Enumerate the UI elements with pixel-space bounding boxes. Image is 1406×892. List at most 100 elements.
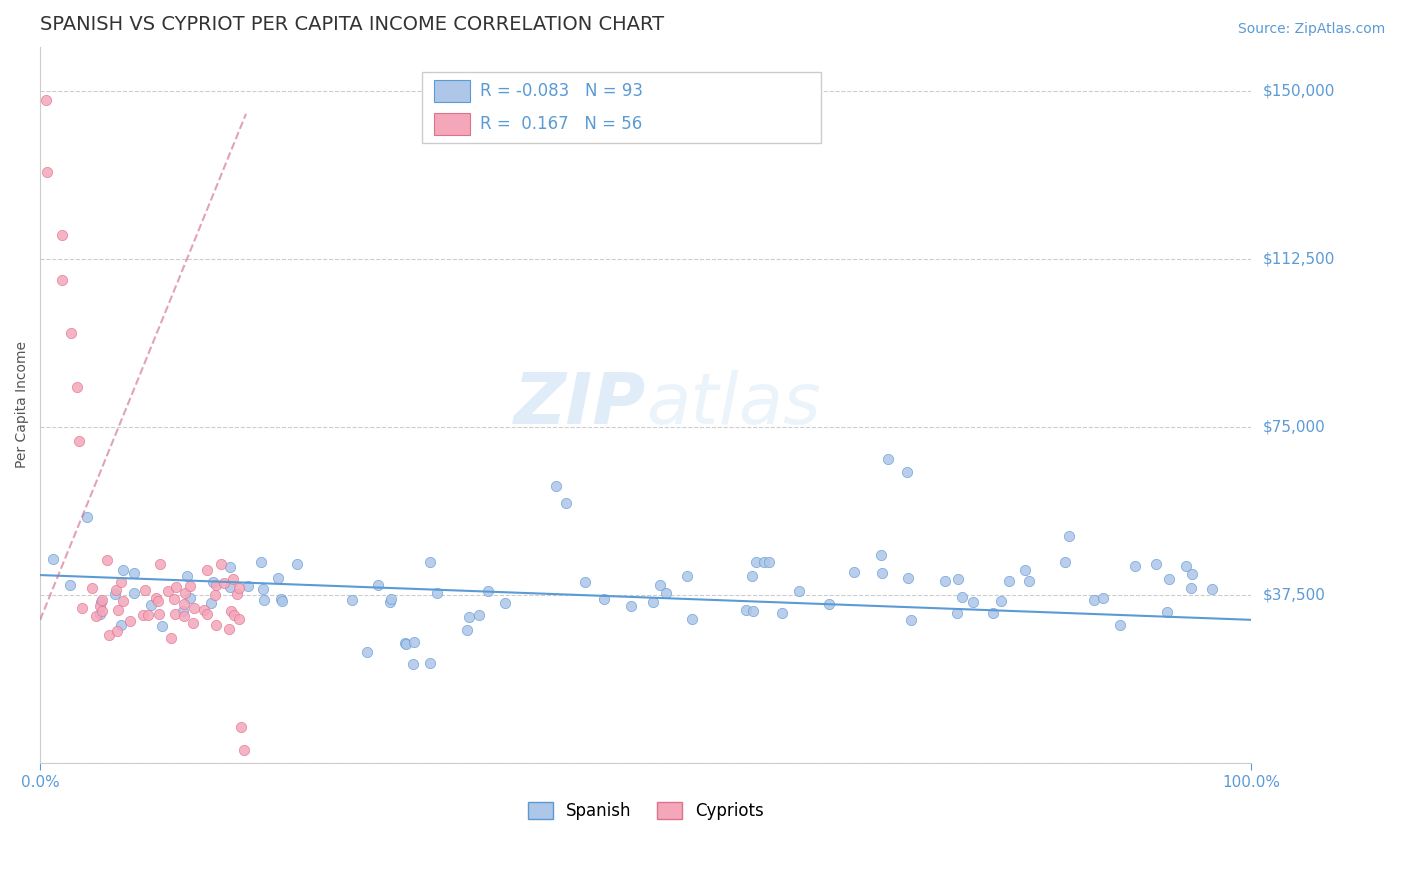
Point — [181, 616, 204, 631]
Point — [209, 557, 232, 571]
Point — [104, 587, 127, 601]
Point — [340, 592, 363, 607]
Point — [870, 548, 893, 562]
Point — [1057, 529, 1080, 543]
Point — [250, 555, 273, 569]
Point — [745, 555, 768, 569]
Point — [111, 594, 134, 608]
Point — [172, 604, 194, 618]
Point — [1180, 566, 1202, 581]
Point — [212, 576, 235, 591]
Point — [149, 557, 172, 571]
Point — [546, 478, 568, 492]
Point — [456, 624, 478, 638]
Text: $112,500: $112,500 — [1263, 252, 1334, 267]
Point — [758, 555, 780, 569]
Point — [229, 720, 252, 734]
Point — [655, 586, 678, 600]
Point — [107, 603, 129, 617]
Point — [285, 558, 308, 572]
Point — [222, 572, 245, 586]
Point — [946, 572, 969, 586]
Point — [41, 552, 63, 566]
Point — [574, 575, 596, 590]
Point — [76, 510, 98, 524]
Point — [787, 584, 810, 599]
Text: $75,000: $75,000 — [1263, 420, 1324, 434]
Point — [266, 571, 288, 585]
Point — [1109, 618, 1132, 632]
Text: R =  0.167   N = 56: R = 0.167 N = 56 — [479, 115, 643, 133]
Point — [844, 566, 866, 580]
Point — [60, 326, 83, 341]
Point — [118, 614, 141, 628]
FancyBboxPatch shape — [433, 80, 470, 102]
Point — [195, 563, 218, 577]
Point — [91, 593, 114, 607]
Point — [1175, 558, 1198, 573]
Point — [122, 585, 145, 599]
Point — [228, 611, 250, 625]
Point — [193, 603, 215, 617]
Point — [179, 591, 201, 605]
Point — [148, 607, 170, 621]
Point — [204, 617, 226, 632]
Point — [218, 622, 240, 636]
Point — [946, 607, 969, 621]
Point — [205, 578, 228, 592]
Point — [222, 607, 245, 622]
Point — [872, 566, 894, 581]
Point — [1180, 581, 1202, 595]
Point — [271, 594, 294, 608]
Point — [1054, 556, 1077, 570]
Point — [136, 607, 159, 622]
Point — [90, 595, 112, 609]
Point — [204, 588, 226, 602]
Point — [201, 574, 224, 589]
Point — [252, 582, 274, 596]
Point — [394, 635, 416, 649]
Point — [962, 595, 984, 609]
Point — [270, 591, 292, 606]
Point — [200, 595, 222, 609]
Point — [236, 579, 259, 593]
Point — [110, 617, 132, 632]
Point — [1156, 606, 1178, 620]
Text: SPANISH VS CYPRIOT PER CAPITA INCOME CORRELATION CHART: SPANISH VS CYPRIOT PER CAPITA INCOME COR… — [41, 15, 664, 34]
Point — [183, 601, 205, 615]
Point — [179, 579, 201, 593]
Point — [592, 591, 614, 606]
Point — [163, 607, 186, 621]
Point — [86, 608, 108, 623]
Point — [1014, 563, 1036, 577]
Point — [59, 578, 82, 592]
Point — [67, 434, 90, 448]
Point — [1083, 593, 1105, 607]
Point — [66, 380, 89, 394]
Point — [555, 496, 578, 510]
Point — [104, 582, 127, 597]
Point — [139, 598, 162, 612]
Point — [752, 554, 775, 568]
Y-axis label: Per Capita Income: Per Capita Income — [15, 342, 30, 468]
Point — [173, 597, 195, 611]
Point — [404, 634, 426, 648]
Point — [395, 637, 418, 651]
Point — [145, 591, 167, 605]
Point — [650, 578, 672, 592]
Point — [91, 604, 114, 618]
Text: $150,000: $150,000 — [1263, 84, 1334, 99]
Point — [219, 560, 242, 574]
Point — [89, 599, 111, 614]
Point — [233, 742, 256, 756]
Point — [146, 594, 169, 608]
Point — [225, 587, 247, 601]
Point — [97, 628, 120, 642]
Text: atlas: atlas — [645, 370, 820, 440]
Point — [176, 569, 198, 583]
Text: Source: ZipAtlas.com: Source: ZipAtlas.com — [1237, 22, 1385, 37]
Text: ZIP: ZIP — [513, 370, 645, 440]
Point — [734, 603, 756, 617]
Point — [380, 592, 402, 607]
Point — [1157, 572, 1180, 586]
